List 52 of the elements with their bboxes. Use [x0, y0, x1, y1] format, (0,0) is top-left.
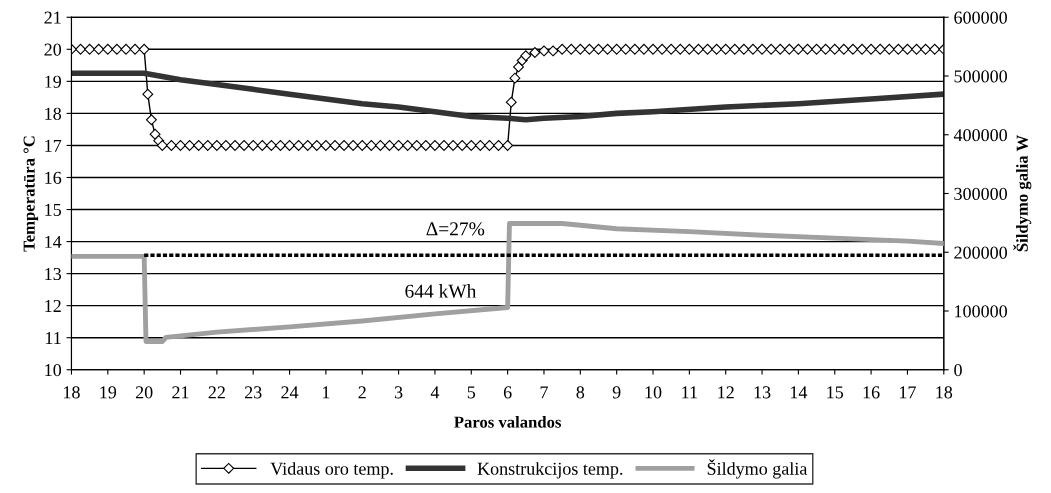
y2-tick-label: 200000 [954, 246, 1007, 259]
y2-tick-label: 500000 [954, 70, 1007, 83]
y-tick-label: 10 [45, 364, 62, 377]
y2-tick-label: 100000 [955, 305, 1007, 318]
x-tick-label: 12 [718, 386, 734, 399]
x-tick-label: 23 [244, 386, 262, 399]
y-tick-label: 12 [45, 299, 61, 312]
y-tick-label: 13 [45, 267, 62, 281]
y2-axis-title: Šildymo galia W [1013, 135, 1032, 252]
x-tick-label: 11 [682, 386, 697, 399]
y-tick-label: 11 [45, 332, 61, 344]
x-tick-label: 20 [135, 386, 153, 399]
y-tick-label: 15 [45, 203, 62, 216]
y-axis-title: Temperatūra °C [23, 136, 39, 252]
y-tick-label: 20 [44, 43, 62, 56]
x-tick-label: 3 [394, 386, 403, 399]
y2-tick-label: 300000 [954, 187, 1007, 200]
y-tick-label: 18 [45, 107, 62, 120]
x-tick-label: 14 [790, 386, 808, 399]
x-tick-label: 19 [100, 386, 117, 399]
y-tick-label: 14 [45, 235, 62, 248]
y2-tick-label: 600000 [954, 11, 1007, 24]
y-tick-label: 21 [44, 11, 61, 24]
y2-tick-label: 400000 [953, 129, 1007, 142]
legend-label: Konstrukcijos temp. [477, 462, 623, 479]
legend-label: Vidaus oro temp. [270, 462, 393, 479]
x-tick-label: 24 [281, 386, 299, 399]
x-tick-label: 4 [430, 386, 440, 399]
x-tick-label: 8 [576, 386, 585, 399]
x-tick-label: 21 [172, 386, 189, 399]
x-tick-label: 7 [540, 386, 548, 399]
y2-tick-label: 0 [954, 364, 962, 377]
legend-label: Šildymo galia [707, 459, 808, 479]
y-tick-label: 19 [45, 75, 62, 88]
x-tick-label: 10 [645, 386, 662, 399]
x-tick-label: 16 [863, 386, 880, 399]
x-tick-label: 2 [358, 386, 366, 399]
x-axis-title: Paros valandos [454, 415, 562, 428]
y-tick-label: 17 [45, 139, 62, 152]
x-tick-label: 15 [827, 386, 844, 399]
annotation: 644 kWh [405, 284, 477, 298]
annotation: Δ=27% [426, 222, 485, 236]
x-tick-label: 18 [936, 386, 953, 399]
x-tick-label: 17 [900, 386, 916, 399]
y-tick-label: 16 [45, 171, 62, 184]
x-tick-label: 18 [64, 386, 80, 399]
x-tick-label: 22 [208, 386, 225, 399]
x-tick-label: 1 [322, 386, 330, 399]
x-tick-label: 5 [467, 386, 476, 399]
x-tick-label: 6 [503, 386, 512, 399]
x-tick-label: 13 [754, 386, 771, 399]
x-tick-label: 9 [612, 386, 621, 399]
